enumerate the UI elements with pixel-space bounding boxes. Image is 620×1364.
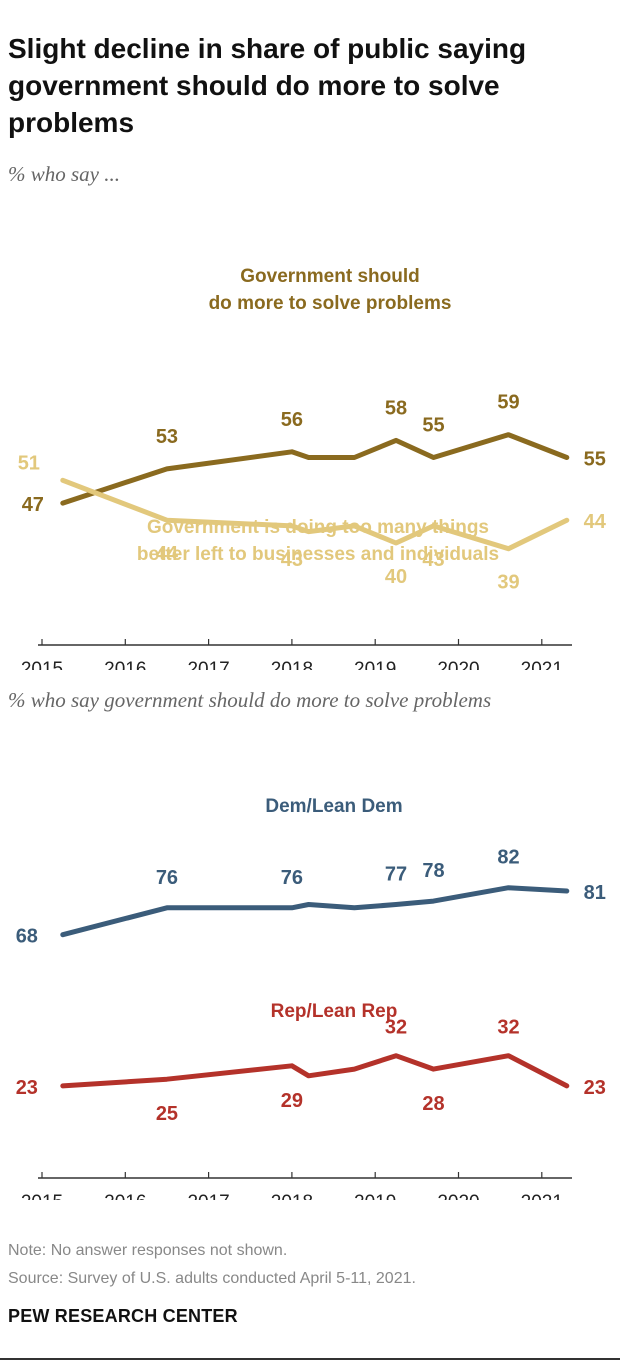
data-label: 43 [422,549,444,571]
data-label: 76 [281,867,303,889]
series-line [60,885,570,938]
bottom-rule [0,1358,620,1360]
series-line [60,432,570,506]
data-label: 68 [16,926,38,948]
top-line-chart: 2015 2016 2017 2018 2019 2020 2021 47 53 56 58 55 59… [18,266,607,670]
series-name-label: Dem/Lean Dem [265,796,402,817]
series-name-label: better left to businesses and individual… [137,544,499,565]
data-label: 39 [497,572,519,594]
top-chart-subtitle: % who say ... [8,162,120,186]
x-tick-label: 2021 [521,659,563,670]
data-label: 56 [281,409,303,431]
data-label: 23 [584,1077,606,1099]
data-label: 28 [422,1093,444,1115]
data-label: 78 [422,860,444,882]
x-tick-label: 2020 [437,1192,479,1200]
organization-name: PEW RESEARCH CENTER [8,1306,238,1326]
data-label: 43 [281,549,303,571]
series-name-label: Rep/Lean Rep [271,1001,398,1022]
x-tick-label: 2016 [104,659,146,670]
x-tick-label: 2019 [354,1192,396,1200]
bottom-line-chart: 2015 2016 2017 2018 2019 2020 2021 68 76 76 77 78 82… [16,796,606,1200]
data-label: 76 [156,867,178,889]
x-tick-label: 2017 [187,1192,229,1200]
data-label: 77 [385,863,407,885]
data-label: 47 [22,494,44,516]
data-label: 55 [422,415,444,437]
data-label: 81 [584,882,606,904]
x-tick-label: 2021 [521,1192,563,1200]
x-tick-label: 2016 [104,1192,146,1200]
x-tick-label: 2019 [354,659,396,670]
data-label: 44 [156,543,179,565]
series-name-label: Government is doing too many things [147,517,489,538]
data-label: 44 [584,511,607,533]
data-label: 29 [281,1090,303,1112]
series-name-label: do more to solve problems [209,293,452,314]
x-tick-label: 2015 [21,1192,63,1200]
data-label: 53 [156,426,178,448]
source-text: Source: Survey of U.S. adults conducted … [8,1270,416,1287]
data-label: 25 [156,1103,178,1125]
x-tick-label: 2018 [271,659,313,670]
x-tick-label: 2018 [271,1192,313,1200]
data-label: 32 [385,1017,407,1039]
data-label: 82 [497,847,519,869]
series-line [60,1053,570,1089]
data-label: 40 [385,566,407,588]
series-name-label: Government should [240,266,419,287]
data-label: 59 [497,392,519,414]
x-tick-label: 2017 [187,659,229,670]
bottom-chart-subtitle: % who say government should do more to s… [8,688,492,712]
data-label: 58 [385,397,407,419]
x-tick-label: 2020 [437,659,479,670]
series-line [60,477,570,552]
data-label: 55 [584,449,606,471]
note-text: Note: No answer responses not shown. [8,1242,288,1259]
x-tick-label: 2015 [21,659,63,670]
data-label: 51 [18,452,40,474]
data-label: 32 [497,1017,519,1039]
chart-title: Slight decline in share of public saying… [8,33,527,138]
data-label: 23 [16,1077,38,1099]
